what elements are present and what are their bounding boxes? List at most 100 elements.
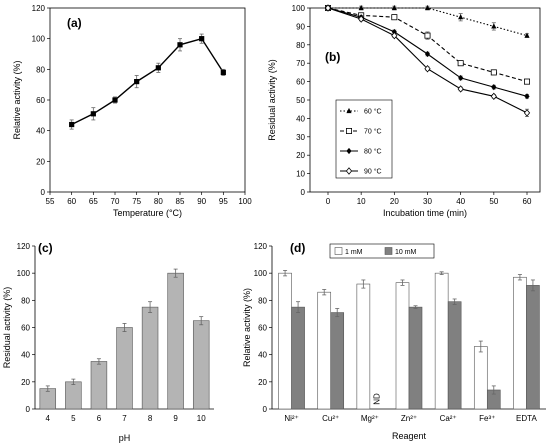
panel-d-y-axis-label: Relative activity (%) — [242, 288, 252, 367]
panel-b-legend-label: 60 °C — [364, 108, 382, 116]
panel-b-data-point — [324, 4, 332, 12]
panel-d-y-tick-label: 40 — [258, 351, 267, 360]
panel-a-data-point — [177, 42, 183, 48]
panel-a-x-tick-label: 95 — [219, 197, 228, 206]
panel-b-y-tick-label: 70 — [296, 59, 305, 68]
panel-a-frame — [49, 7, 246, 193]
panel-d-not-detected-label: ND — [372, 393, 381, 405]
panel-a-x-tick-label: 55 — [46, 197, 55, 206]
panel-b-data-point — [424, 64, 431, 73]
panel-a-x-axis-label: Temperature (°C) — [113, 208, 182, 218]
panel-b-data-point — [424, 4, 431, 11]
panel-b-series-line-4 — [327, 7, 528, 114]
panel-a-y-tick-label: 120 — [32, 4, 46, 13]
panel-c-y-tick-label: 60 — [21, 324, 30, 333]
panel-b-x-tick-label: 30 — [423, 197, 432, 206]
panel-d-y-tick-label: 0 — [263, 405, 268, 414]
panel-c-y-tick-label: 120 — [17, 242, 31, 251]
panel-a-x-tick-label: 80 — [154, 197, 163, 206]
panel-b-y-tick-label: 50 — [296, 96, 305, 105]
panel-b-legend-marker — [346, 147, 352, 155]
panel-b-x-tick-label: 10 — [357, 197, 366, 206]
panel-d-x-tick-label: Ni²⁺ — [284, 414, 298, 423]
panel-b-data-point — [523, 109, 531, 117]
panel-c-y-tick-label: 40 — [21, 351, 30, 360]
panel-b-legend-marker — [346, 107, 352, 114]
panel-d-x-axis-label: Reagent — [392, 431, 427, 441]
panel-a-y-tick-label: 60 — [36, 96, 45, 105]
panel-d-y-tick-label: 120 — [254, 242, 268, 251]
panel-b-data-point — [524, 32, 530, 38]
panel-d-bar-10mm — [526, 285, 540, 410]
panel-b-x-tick-label: 50 — [489, 197, 498, 206]
panel-b-legend-label: 70 °C — [364, 128, 382, 136]
panel-c-ph-stability: 0 20 40 60 80 100 120 4 5 6 7 8 9 10 pH Residual activi… — [2, 241, 214, 443]
panel-a-data-point — [112, 97, 118, 103]
panel-b-data-point — [490, 69, 497, 76]
panel-d-legend-swatch — [384, 247, 393, 255]
panel-a-y-tick-label: 20 — [36, 157, 45, 166]
panel-b-x-tick-label: 0 — [326, 197, 331, 206]
panel-d-x-tick-label: EDTA — [516, 414, 537, 423]
panel-b-x-tick-label: 60 — [523, 197, 532, 206]
panel-b-y-tick-label: 40 — [296, 114, 305, 123]
panel-b-y-tick-label: 80 — [296, 41, 305, 50]
panel-b-data-point — [424, 50, 431, 58]
panel-a-x-tick-label: 90 — [197, 197, 206, 206]
panel-d-legend-box — [329, 243, 435, 259]
panel-b-x-tick-label: 40 — [456, 197, 465, 206]
panel-b-legend-marker — [345, 127, 352, 134]
panel-c-bar — [116, 327, 133, 410]
panel-d-y-tick-label: 100 — [254, 269, 268, 278]
panel-b-data-point — [490, 92, 497, 101]
panel-d-label: (d) — [290, 241, 305, 255]
panel-b-data-point — [524, 78, 531, 85]
panel-b-y-tick-label: 0 — [301, 188, 306, 197]
panel-c-bar — [167, 272, 184, 410]
panel-c-x-tick-label: 4 — [46, 414, 51, 423]
panel-b-legend-box — [335, 99, 393, 179]
panel-d-bar-1mm — [395, 282, 410, 410]
panel-a-data-point — [134, 79, 140, 85]
panel-b-x-tick-label: 20 — [390, 197, 399, 206]
panel-c-label: (c) — [38, 241, 53, 255]
panel-b-data-point — [358, 15, 365, 23]
panel-d-bar-1mm — [317, 291, 332, 410]
panel-b-data-point — [491, 23, 497, 29]
panel-a-x-tick-label: 75 — [132, 197, 141, 206]
panel-b-data-point — [457, 85, 464, 93]
panel-d-y-tick-label: 20 — [258, 378, 267, 387]
panel-b-y-tick-label: 10 — [296, 170, 305, 179]
panel-a-y-tick-label: 100 — [32, 35, 46, 44]
panel-a-y-axis-label: Relative activity (%) — [12, 60, 22, 139]
panel-a-data-point — [199, 36, 205, 42]
panel-a-series-line — [71, 37, 224, 126]
panel-c-bar — [192, 320, 210, 410]
panel-c-bar — [90, 361, 108, 410]
panel-c-bar — [65, 381, 82, 410]
panel-b-legend-label: 80 °C — [364, 148, 382, 156]
panel-a-y-tick-label: 40 — [36, 127, 45, 136]
panel-a-label: (a) — [67, 16, 82, 30]
panel-d-bar-10mm — [447, 301, 462, 410]
panel-b-data-point — [358, 4, 364, 11]
panel-c-x-tick-label: 9 — [173, 414, 178, 423]
panel-d-x-tick-label: Mg²⁺ — [361, 414, 379, 423]
panel-d-legend-swatch — [334, 247, 343, 255]
panel-d-bar-1mm — [278, 272, 292, 410]
panel-b-data-point — [457, 60, 464, 67]
panel-b-legend-marker — [345, 167, 353, 175]
panel-b-data-point — [391, 4, 397, 11]
panel-c-x-axis-label: pH — [119, 433, 131, 443]
panel-c-x-tick-label: 5 — [71, 414, 76, 423]
panel-d-y-tick-label: 80 — [258, 296, 267, 305]
panel-c-x-tick-label: 10 — [197, 414, 206, 423]
panel-d-x-tick-label: Cu²⁺ — [322, 414, 339, 423]
panel-b-data-point — [391, 31, 398, 40]
panel-b-y-tick-label: 20 — [296, 151, 305, 160]
panel-b-x-axis-label: Incubation time (min) — [383, 208, 467, 218]
panel-d-x-tick-label: Zn²⁺ — [401, 414, 417, 423]
panel-a-data-point — [220, 69, 226, 75]
panel-d-legend-label: 1 mM — [345, 249, 363, 256]
